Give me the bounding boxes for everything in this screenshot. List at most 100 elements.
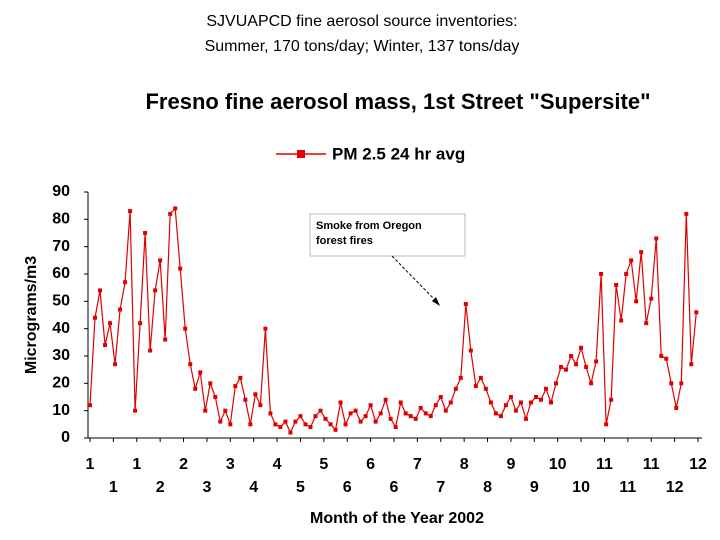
data-point [498,414,503,419]
x-axis-label: Month of the Year 2002 [310,510,484,527]
data-point [173,206,178,211]
x-tick-label: 5 [296,479,305,496]
data-point [158,258,163,263]
data-point [388,416,393,421]
data-point [684,211,689,216]
y-tick-label: 70 [52,238,70,255]
x-tick-label: 8 [460,456,469,473]
data-point [579,345,584,350]
data-point [559,364,564,369]
data-point [333,427,338,432]
data-point [478,375,483,380]
data-point [669,381,674,386]
y-tick-label: 0 [61,429,70,446]
data-point [178,266,183,271]
data-point [554,381,559,386]
x-tick-label: 6 [390,479,399,496]
data-point [308,425,313,430]
data-point [148,348,153,353]
data-point [263,326,268,331]
x-tick-label: 12 [666,479,684,496]
data-point [248,422,253,427]
data-point [433,403,438,408]
data-point [654,236,659,241]
data-point [594,359,599,364]
y-tick-label: 50 [52,293,70,310]
data-point [223,408,228,413]
y-tick-label: 10 [52,402,70,419]
data-point [278,425,283,430]
data-point [503,403,508,408]
data-point [544,386,548,391]
data-point [343,422,348,427]
data-point [328,422,333,427]
data-point [629,258,634,263]
data-point [488,400,493,405]
data-point [338,400,343,405]
data-point [679,381,684,386]
x-tick-label: 12 [689,456,707,473]
data-point [619,318,624,323]
data-point [98,288,103,293]
data-point [518,400,523,405]
x-tick-label: 7 [436,479,445,496]
header-line: SJVUAPCD fine aerosol source inventories… [206,13,517,30]
annotation: forest fires [316,235,373,247]
data-point [93,315,98,320]
data-point [188,362,193,367]
data-point [353,408,358,413]
data-point [609,397,614,402]
x-tick-label: 2 [179,456,188,473]
data-point [133,408,138,413]
y-tick-label: 20 [52,375,70,392]
data-point [198,370,203,375]
data-point [193,386,198,391]
y-tick-label: 40 [52,320,70,337]
header-line: Summer, 170 tons/day; Winter, 137 tons/d… [205,38,520,55]
data-point [208,381,213,386]
x-tick-label: 3 [202,479,211,496]
data-point [644,321,649,326]
data-point [508,395,513,399]
data-point [659,354,664,358]
data-point [233,384,238,389]
x-tick-label: 9 [506,456,515,473]
data-point [363,414,368,419]
x-tick-label: 3 [226,456,235,473]
data-point [408,414,413,419]
legend-label: PM 2.5 24 hr avg [332,144,465,163]
y-axis-label: Micrograms/m3 [23,256,40,374]
x-tick-label: 4 [249,479,258,496]
x-tick-label: 1 [132,456,141,473]
data-point [448,400,453,405]
data-line [89,206,697,434]
x-tick-label: 1 [109,479,118,496]
x-tick-label: 4 [273,456,282,473]
data-point [358,419,363,424]
data-point [398,400,403,405]
data-point [584,364,589,369]
data-point [614,282,619,287]
data-point [113,362,118,367]
data-point [468,348,473,353]
data-point [564,367,569,372]
data-point [88,403,92,408]
data-point [268,411,273,416]
data-point [574,362,579,367]
x-tick-label: 11 [619,479,636,496]
data-point [413,416,418,421]
data-point [348,411,353,416]
data-point [438,395,443,399]
data-point [368,403,373,408]
data-point [243,397,248,402]
data-point [183,326,188,331]
data-point [378,411,383,416]
data-point [463,302,468,307]
x-tick-label: 8 [483,479,492,496]
data-point [213,395,218,399]
arrow-head [432,297,440,306]
y-tick-label: 90 [52,183,70,200]
data-point [694,310,699,315]
data-point [483,386,488,391]
